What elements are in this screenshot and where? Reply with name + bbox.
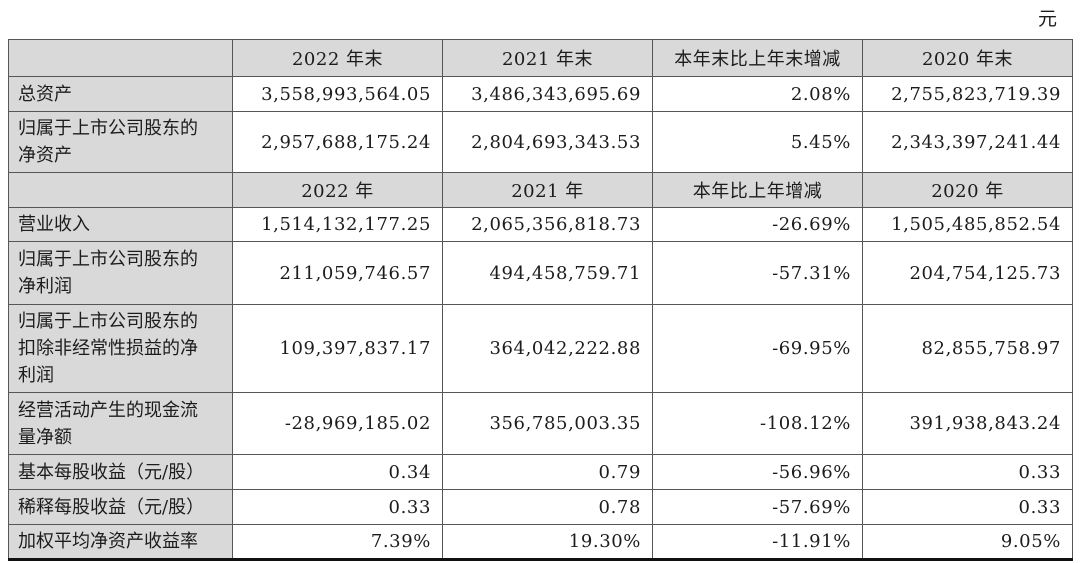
- value-cell: 3,558,993,564.05: [232, 76, 443, 112]
- value-cell: 2,343,397,241.44: [862, 111, 1073, 173]
- value-cell: -56.96%: [652, 454, 863, 490]
- column-header-empty: [8, 172, 233, 208]
- value-cell: -28,969,185.02: [232, 392, 443, 455]
- row-label: 加权平均净资产收益率: [8, 524, 233, 560]
- value-cell: -69.95%: [652, 304, 863, 393]
- value-cell: 391,938,843.24: [862, 392, 1073, 455]
- value-cell: 0.33: [232, 489, 443, 525]
- value-cell: -108.12%: [652, 392, 863, 455]
- header-row-year-end: 2022 年末 2021 年末 本年末比上年末增减 2020 年末: [8, 39, 1073, 77]
- column-header-2021: 2021 年: [442, 172, 653, 208]
- table-row-net-profit-excl-nonrecurring: 归属于上市公司股东的扣除非经常性损益的净利润 109,397,837.17 36…: [8, 304, 1073, 393]
- table-row-revenue: 营业收入 1,514,132,177.25 2,065,356,818.73 -…: [8, 207, 1073, 242]
- financial-summary-table: 2022 年末 2021 年末 本年末比上年末增减 2020 年末 总资产 3,…: [8, 39, 1073, 561]
- table-row-basic-eps: 基本每股收益（元/股） 0.34 0.79 -56.96% 0.33: [8, 454, 1073, 490]
- column-header-2021-year-end: 2021 年末: [442, 39, 653, 77]
- value-cell: 0.33: [862, 489, 1073, 525]
- value-cell: 7.39%: [232, 524, 443, 560]
- row-label: 经营活动产生的现金流量净额: [8, 392, 233, 455]
- value-cell: 0.33: [862, 454, 1073, 490]
- value-cell: 0.79: [442, 454, 653, 490]
- table-row-total-assets: 总资产 3,558,993,564.05 3,486,343,695.69 2.…: [8, 76, 1073, 112]
- value-cell: 1,514,132,177.25: [232, 207, 443, 242]
- table-row-net-assets: 归属于上市公司股东的净资产 2,957,688,175.24 2,804,693…: [8, 111, 1073, 173]
- value-cell: 3,486,343,695.69: [442, 76, 653, 112]
- value-cell: 2,804,693,343.53: [442, 111, 653, 173]
- column-header-yoy-change-year-end: 本年末比上年末增减: [652, 39, 863, 77]
- row-label: 归属于上市公司股东的净资产: [8, 111, 233, 173]
- value-cell: 1,505,485,852.54: [862, 207, 1073, 242]
- column-header-2022-year-end: 2022 年末: [232, 39, 443, 77]
- value-cell: -11.91%: [652, 524, 863, 560]
- value-cell: 2.08%: [652, 76, 863, 112]
- value-cell: 0.34: [232, 454, 443, 490]
- header-row-full-year: 2022 年 2021 年 本年比上年增减 2020 年: [8, 172, 1073, 208]
- currency-unit-label: 元: [1037, 8, 1058, 30]
- value-cell: 9.05%: [862, 524, 1073, 560]
- value-cell: 204,754,125.73: [862, 241, 1073, 305]
- value-cell: -26.69%: [652, 207, 863, 242]
- value-cell: 494,458,759.71: [442, 241, 653, 305]
- value-cell: 5.45%: [652, 111, 863, 173]
- value-cell: -57.31%: [652, 241, 863, 305]
- value-cell: 364,042,222.88: [442, 304, 653, 393]
- column-header-yoy-change: 本年比上年增减: [652, 172, 863, 208]
- row-label: 营业收入: [8, 207, 233, 242]
- value-cell: 211,059,746.57: [232, 241, 443, 305]
- value-cell: 19.30%: [442, 524, 653, 560]
- value-cell: 2,957,688,175.24: [232, 111, 443, 173]
- value-cell: 2,755,823,719.39: [862, 76, 1073, 112]
- row-label: 稀释每股收益（元/股）: [8, 489, 233, 525]
- value-cell: -57.69%: [652, 489, 863, 525]
- row-label: 总资产: [8, 76, 233, 112]
- table-row-net-profit: 归属于上市公司股东的净利润 211,059,746.57 494,458,759…: [8, 241, 1073, 305]
- value-cell: 356,785,003.35: [442, 392, 653, 455]
- table-row-diluted-eps: 稀释每股收益（元/股） 0.33 0.78 -57.69% 0.33: [8, 489, 1073, 525]
- table-row-operating-cash-flow: 经营活动产生的现金流量净额 -28,969,185.02 356,785,003…: [8, 392, 1073, 455]
- column-header-2022: 2022 年: [232, 172, 443, 208]
- value-cell: 2,065,356,818.73: [442, 207, 653, 242]
- row-label: 归属于上市公司股东的扣除非经常性损益的净利润: [8, 304, 233, 393]
- column-header-empty: [8, 39, 233, 77]
- table-row-weighted-avg-roe: 加权平均净资产收益率 7.39% 19.30% -11.91% 9.05%: [8, 524, 1073, 560]
- column-header-2020: 2020 年: [862, 172, 1073, 208]
- column-header-2020-year-end: 2020 年末: [862, 39, 1073, 77]
- value-cell: 0.78: [442, 489, 653, 525]
- value-cell: 82,855,758.97: [862, 304, 1073, 393]
- value-cell: 109,397,837.17: [232, 304, 443, 393]
- row-label: 基本每股收益（元/股）: [8, 454, 233, 490]
- row-label: 归属于上市公司股东的净利润: [8, 241, 233, 305]
